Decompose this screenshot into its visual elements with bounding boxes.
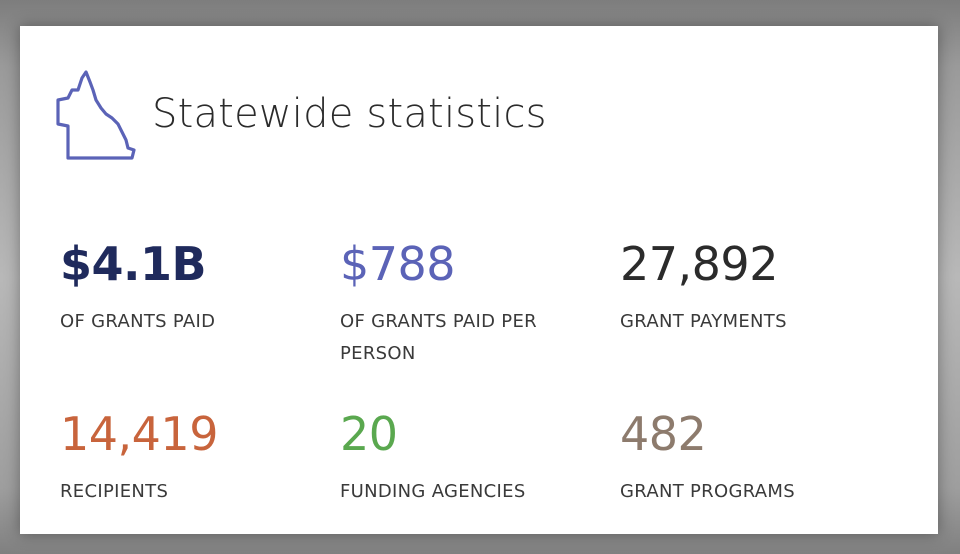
stat-label: OF GRANTS PAID PER PERSON	[340, 311, 537, 364]
page-title: Statewide statistics	[152, 91, 547, 137]
statistics-card: Statewide statistics $4.1B OF GRANTS PAI…	[20, 26, 938, 534]
stat-value: 27,892	[620, 237, 778, 291]
stat-value: $788	[340, 237, 456, 291]
stat-grants-paid: $4.1B OF GRANTS PAID	[60, 236, 330, 338]
stat-grants-per-person: $788 OF GRANTS PAID PER PERSON	[340, 236, 600, 370]
stat-value: 14,419	[60, 407, 218, 461]
stat-recipients: 14,419 RECIPIENTS	[60, 406, 330, 508]
stat-grant-programs: 482 GRANT PROGRAMS	[620, 406, 890, 508]
card-header: Statewide statistics	[56, 66, 547, 162]
stat-value: $4.1B	[60, 237, 207, 291]
stat-label: FUNDING AGENCIES	[340, 481, 526, 502]
stat-value: 20	[340, 407, 398, 461]
stat-label: GRANT PAYMENTS	[620, 311, 787, 332]
stat-funding-agencies: 20 FUNDING AGENCIES	[340, 406, 610, 508]
stat-grant-payments: 27,892 GRANT PAYMENTS	[620, 236, 890, 338]
stat-label: GRANT PROGRAMS	[620, 481, 795, 502]
stat-label: RECIPIENTS	[60, 481, 169, 502]
stat-value: 482	[620, 407, 707, 461]
stat-label: OF GRANTS PAID	[60, 311, 216, 332]
queensland-outline-icon	[56, 70, 136, 160]
